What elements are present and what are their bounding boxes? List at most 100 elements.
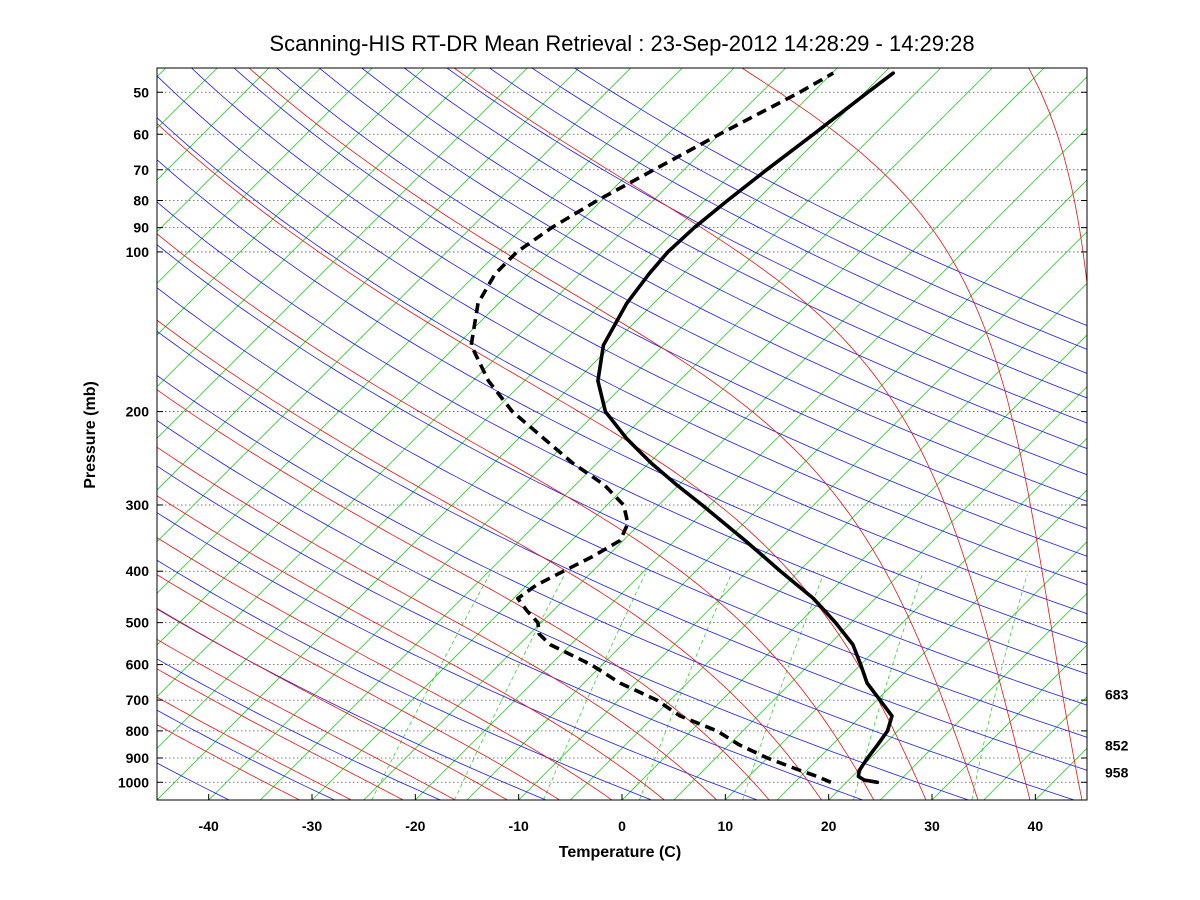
- mixing-ratio-line-32: [971, 574, 1028, 800]
- moist-adiabat--30: [157, 724, 301, 800]
- moist-adiabat-45: [741, 68, 1083, 800]
- y-tick-label-90: 90: [133, 220, 149, 236]
- mixing-ratio-line-2: [543, 574, 646, 800]
- dry-adiabat-460: [489, 68, 1087, 374]
- isotherm--60: [157, 68, 735, 646]
- dry-adiabat-470: [531, 68, 1087, 350]
- dry-adiabat-300: [157, 419, 969, 800]
- dry-adiabat-380: [157, 75, 1087, 586]
- x-tick-label-20: 20: [821, 818, 837, 834]
- moist-adiabat-30: [157, 122, 927, 800]
- dry-adiabat-390: [191, 68, 1087, 557]
- isotherm--50: [157, 68, 838, 749]
- dry-adiabat-440: [404, 68, 1087, 424]
- dewpoint-profile: [469, 71, 835, 784]
- isotherm--10: [518, 231, 1087, 800]
- isotherm-20: [828, 541, 1087, 800]
- isotherm--25: [363, 76, 1087, 800]
- y-tick-label-800: 800: [126, 723, 150, 739]
- isotherm--55: [157, 68, 786, 698]
- dry-adiabat-260: [157, 608, 547, 800]
- x-axis-label: Temperature (C): [559, 844, 681, 861]
- isotherm--30: [311, 68, 1045, 800]
- isotherm-30: [931, 644, 1087, 800]
- isotherm--70: [157, 68, 631, 543]
- isotherm--80: [157, 68, 528, 439]
- x-tick-label--40: -40: [199, 818, 219, 834]
- dry-adiabat-320: [157, 330, 1087, 771]
- isotherm--35: [260, 68, 993, 800]
- dry-adiabat-360: [157, 159, 1087, 644]
- y-tick-label-80: 80: [133, 193, 149, 209]
- moist-adiabat--10: [157, 607, 508, 800]
- dry-adiabat-310: [157, 374, 1075, 800]
- y-axis-label: Pressure (mb): [82, 381, 99, 489]
- y-tick-label-1000: 1000: [118, 774, 149, 790]
- dry-adiabat-480: [574, 68, 1087, 326]
- moist-adiabat-10: [157, 446, 718, 800]
- y-tick-label-70: 70: [133, 162, 149, 178]
- moist-adiabat-5: [157, 495, 665, 800]
- dry-adiabat-370: [157, 117, 1087, 615]
- moist-adiabat-40: [453, 68, 1031, 800]
- y-tick-label-700: 700: [126, 692, 150, 708]
- isotherm--15: [466, 179, 1087, 800]
- isotherm--90: [157, 68, 425, 336]
- y-tick-label-400: 400: [126, 563, 150, 579]
- dry-adiabat-400: [233, 68, 1087, 529]
- mixing-ratio-line-8: [742, 574, 824, 800]
- x-tick-label-30: 30: [924, 818, 940, 834]
- right-annotation-852: 852: [1105, 737, 1129, 753]
- x-tick-label-0: 0: [618, 818, 626, 834]
- isotherm--40: [208, 68, 941, 800]
- chart-title: Scanning-HIS RT-DR Mean Retrieval : 23-S…: [269, 31, 974, 56]
- moist-adiabat--25: [157, 696, 353, 800]
- moist-adiabat--5: [157, 574, 561, 800]
- isotherm--65: [157, 68, 683, 594]
- isotherm--45: [157, 68, 890, 800]
- isotherm--85: [157, 68, 476, 388]
- dry-adiabat-350: [157, 201, 1087, 675]
- isotherm-15: [776, 489, 1087, 800]
- moist-adiabat-0: [157, 537, 613, 800]
- dry-adiabat-340: [157, 244, 1087, 706]
- moist-adiabat-35: [248, 68, 979, 800]
- isotherm-0: [621, 334, 1087, 800]
- y-tick-label-600: 600: [126, 657, 150, 673]
- mixing-ratio-line-4: [639, 574, 732, 800]
- moist-adiabat-15: [157, 389, 770, 800]
- isotherm-10: [725, 437, 1087, 800]
- x-tick-label-10: 10: [718, 818, 734, 834]
- y-tick-label-50: 50: [133, 84, 149, 100]
- axis-ticks: 5060708090100200300400500600700800900100…: [118, 84, 1129, 834]
- moist-adiabat-20: [157, 319, 822, 800]
- dry-adiabat-250: [157, 658, 441, 800]
- isotherm-25: [880, 592, 1087, 800]
- dry-adiabat-420: [318, 68, 1087, 476]
- dry-adiabat-410: [276, 68, 1087, 502]
- x-tick-label--30: -30: [302, 818, 322, 834]
- mixing-ratio-line-0.5: [371, 574, 490, 800]
- isotherm--100: [157, 68, 321, 233]
- right-annotation-958: 958: [1105, 764, 1129, 780]
- y-tick-label-200: 200: [126, 404, 150, 420]
- x-tick-label--20: -20: [405, 818, 425, 834]
- right-annotation-683: 683: [1105, 686, 1129, 702]
- dry-adiabat-330: [157, 287, 1087, 738]
- y-tick-label-60: 60: [133, 126, 149, 142]
- dry-adiabat-430: [361, 68, 1087, 450]
- temperature-profile: [596, 71, 895, 785]
- isotherm-5: [673, 386, 1087, 800]
- background-lines: [157, 68, 1087, 800]
- isotherm--75: [157, 68, 580, 491]
- y-tick-label-100: 100: [126, 244, 150, 260]
- y-tick-label-300: 300: [126, 497, 150, 513]
- y-tick-label-500: 500: [126, 615, 150, 631]
- moist-adiabat--20: [157, 668, 404, 800]
- dry-adiabat-280: [157, 512, 758, 800]
- y-tick-label-900: 900: [126, 750, 150, 766]
- dry-adiabat-450: [446, 68, 1087, 399]
